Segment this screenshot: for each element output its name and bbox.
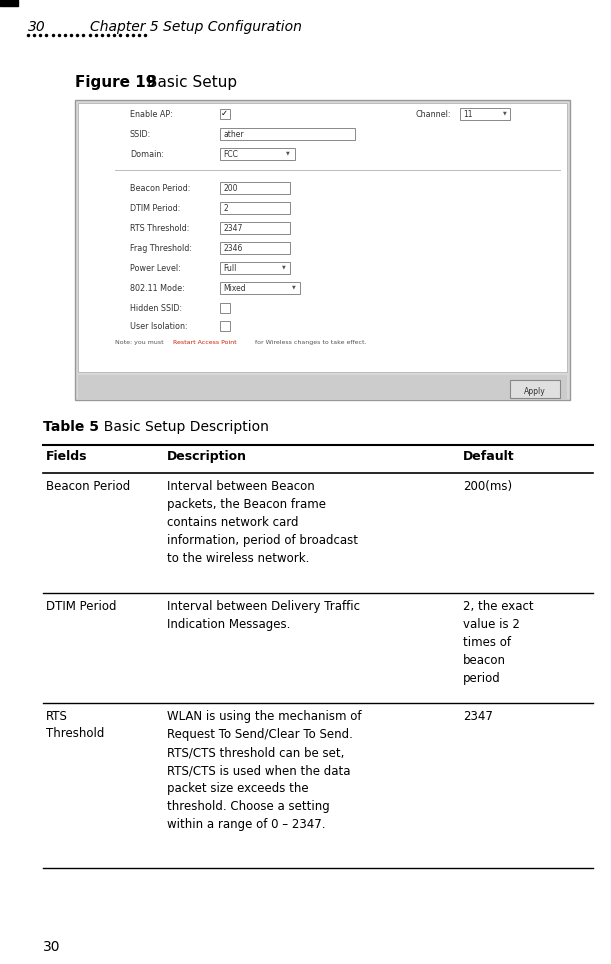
Text: Hidden SSID:: Hidden SSID:	[130, 304, 182, 313]
Text: 30: 30	[43, 940, 60, 954]
Text: Enable AP:: Enable AP:	[130, 110, 173, 119]
Text: for Wireless changes to take effect.: for Wireless changes to take effect.	[253, 340, 367, 345]
Text: ▼: ▼	[282, 264, 286, 269]
Text: 200: 200	[223, 184, 238, 193]
Text: 2: 2	[223, 204, 228, 213]
Bar	[460, 108, 510, 120]
Bar	[220, 262, 290, 274]
Bar	[220, 128, 355, 140]
Text: Table 5: Table 5	[43, 420, 99, 434]
Text: Full: Full	[223, 264, 236, 273]
Bar	[220, 222, 290, 234]
Text: 2347: 2347	[223, 224, 243, 233]
Text: Interval between Delivery Traffic
Indication Messages.: Interval between Delivery Traffic Indica…	[167, 600, 360, 631]
Text: ather: ather	[223, 130, 244, 139]
Bar	[220, 148, 295, 160]
Text: 30: 30	[28, 20, 46, 34]
Bar	[220, 321, 230, 331]
Text: ▼: ▼	[503, 110, 507, 115]
Text: Power Level:: Power Level:	[130, 264, 181, 273]
Bar	[75, 100, 570, 400]
Bar	[220, 202, 290, 214]
Bar	[220, 282, 300, 294]
Text: 200(ms): 200(ms)	[463, 480, 513, 493]
Text: Default: Default	[463, 450, 515, 463]
Text: 11: 11	[463, 110, 472, 119]
Text: Beacon Period:: Beacon Period:	[130, 184, 191, 193]
Text: Domain:: Domain:	[130, 150, 164, 159]
Text: DTIM Period: DTIM Period	[46, 600, 116, 613]
Text: ▼: ▼	[292, 284, 296, 289]
Bar	[220, 182, 290, 194]
Bar	[220, 109, 230, 119]
Text: FCC: FCC	[223, 150, 238, 159]
Text: 2346: 2346	[223, 244, 243, 253]
Text: Channel:: Channel:	[415, 110, 450, 119]
Bar	[220, 242, 290, 254]
Text: 2347: 2347	[463, 710, 493, 723]
Bar	[220, 303, 230, 313]
Text: Description: Description	[167, 450, 247, 463]
Bar	[510, 380, 560, 398]
Text: Apply: Apply	[524, 387, 546, 396]
Text: 802.11 Mode:: 802.11 Mode:	[130, 284, 185, 293]
Text: Restart Access Point: Restart Access Point	[173, 340, 236, 345]
Text: Basic Setup Description: Basic Setup Description	[95, 420, 269, 434]
Text: Fields: Fields	[46, 450, 87, 463]
Text: Interval between Beacon
packets, the Beacon frame
contains network card
informat: Interval between Beacon packets, the Bea…	[167, 480, 358, 565]
Text: Note: you must: Note: you must	[115, 340, 166, 345]
Text: Beacon Period: Beacon Period	[46, 480, 130, 493]
Bar	[78, 103, 567, 372]
Text: Mixed: Mixed	[223, 284, 246, 293]
Text: Frag Threshold:: Frag Threshold:	[130, 244, 192, 253]
Text: ▼: ▼	[286, 150, 290, 155]
Text: Basic Setup: Basic Setup	[147, 75, 237, 90]
Text: 2, the exact
value is 2
times of
beacon
period: 2, the exact value is 2 times of beacon …	[463, 600, 534, 685]
Text: RTS
Threshold: RTS Threshold	[46, 710, 104, 740]
Text: Chapter 5 Setup Configuration: Chapter 5 Setup Configuration	[90, 20, 302, 34]
Text: Figure 19: Figure 19	[75, 75, 162, 90]
Text: User Isolation:: User Isolation:	[130, 322, 188, 331]
Bar	[78, 375, 567, 400]
Text: ✓: ✓	[221, 109, 228, 118]
Text: RTS Threshold:: RTS Threshold:	[130, 224, 189, 233]
Text: DTIM Period:: DTIM Period:	[130, 204, 180, 213]
Text: WLAN is using the mechanism of
Request To Send/Clear To Send.
RTS/CTS threshold : WLAN is using the mechanism of Request T…	[167, 710, 362, 831]
Text: SSID:: SSID:	[130, 130, 152, 139]
